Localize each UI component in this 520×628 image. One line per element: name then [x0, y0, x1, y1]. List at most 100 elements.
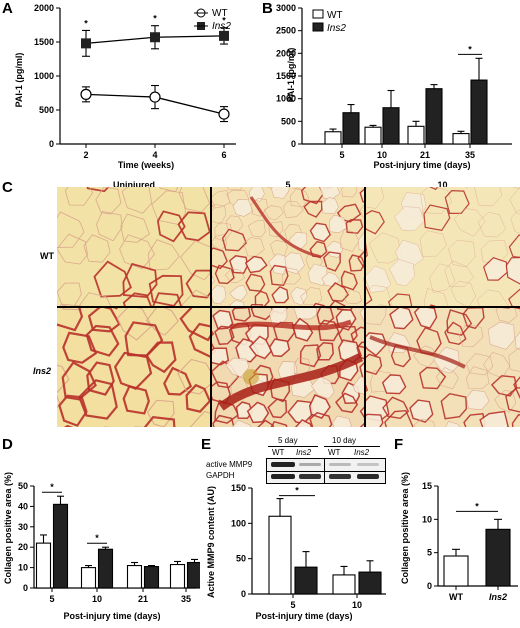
chart-b-ytick: 500	[281, 116, 296, 126]
bar-wt	[332, 574, 356, 595]
chart-b-xtick: 35	[465, 150, 475, 160]
chart-b-xtick: 5	[339, 150, 344, 160]
micrograph-wt-day5	[211, 187, 365, 307]
chart-d-ylabel: Collagen positive area (%)	[3, 472, 13, 584]
chart-e-xlabel: Post-injury time (days)	[255, 611, 352, 621]
bar-wt	[126, 565, 143, 589]
significance-star: *	[95, 533, 99, 543]
significance-star: *	[468, 44, 472, 54]
chart-d-ytick: 50	[18, 481, 28, 491]
chart-e-ytick: 100	[231, 518, 246, 528]
chart-d-xlabel: Post-injury time (days)	[63, 611, 160, 621]
chart-f-ytick: 15	[422, 481, 432, 491]
point-ins2	[219, 30, 229, 41]
point-wt	[80, 88, 92, 100]
chart-a-xtick: 2	[83, 150, 88, 160]
chart-d-ytick: 20	[18, 542, 28, 552]
bar-ins2	[97, 548, 114, 589]
blot-row-mmp9: active MMP9	[206, 460, 253, 469]
column-label-10: 10	[437, 180, 448, 190]
bar-ins2	[425, 88, 443, 145]
row-label-wt: WT	[40, 251, 54, 261]
blot-ins2-label-1: Ins2	[296, 448, 312, 457]
panel-label-d: D	[2, 436, 13, 453]
micrograph-grid	[57, 187, 520, 427]
chart-a-ytick: 1500	[34, 37, 54, 47]
legend-wt-label: WT	[212, 8, 228, 19]
chart-d: Collagen positive area (%) Post-injury t…	[3, 472, 200, 621]
panel-label-f: F	[394, 436, 404, 453]
chart-a-ytick: 0	[49, 139, 54, 149]
chart-e-ytick: 150	[231, 484, 246, 493]
chart-f-xtick: WT	[449, 592, 463, 602]
chart-b-ylabel: PAI-1 (pg/ml)	[286, 48, 296, 103]
micrograph-ins2-day5	[211, 307, 365, 427]
chart-a: PAI-1 (pg/ml) Time (weeks) 0 500 1000 1500 2…	[14, 3, 236, 170]
chart-a-xtick: 6	[221, 150, 226, 160]
chart-b-xtick: 21	[420, 150, 430, 160]
chart-d-ytick: 10	[18, 563, 28, 573]
chart-d-xtick: 21	[138, 594, 148, 604]
point-wt	[149, 91, 161, 103]
chart-b: PAI-1 (pg/ml) Post-injury time (days) 0 5…	[276, 3, 512, 170]
significance-star: *	[295, 486, 299, 496]
blot-day10-label: 10 day	[332, 436, 357, 445]
bar-ins2	[342, 112, 360, 145]
bar-ins2	[358, 571, 382, 595]
legend-ins2-marker	[312, 22, 324, 32]
chart-e: Active MMP9 content (AU) Post-injury tim…	[206, 484, 386, 621]
bar-wt	[324, 131, 342, 145]
significance-star: *	[475, 501, 479, 511]
chart-b-ytick: 1000	[276, 94, 296, 104]
bar-ins2	[186, 561, 200, 589]
chart-a-xtick: 4	[152, 150, 157, 160]
chart-d-xtick: 5	[49, 594, 54, 604]
bar-ins2	[294, 566, 318, 595]
blot-day5-label: 5 day	[278, 436, 298, 445]
chart-d-ytick: 0	[23, 583, 28, 593]
bar-wt	[452, 133, 470, 145]
chart-b-ytick: 2500	[276, 26, 296, 36]
row-label-ins2: Ins2	[33, 366, 52, 376]
legend-ins2-label: Ins2	[327, 23, 346, 34]
significance-star: *	[153, 14, 157, 24]
bar-wt	[169, 563, 186, 589]
blot-wt-label-1: WT	[272, 448, 285, 457]
significance-star: *	[84, 18, 88, 28]
chart-d-ytick: 40	[18, 501, 28, 511]
bar-wt	[443, 555, 469, 587]
chart-b-ytick: 2000	[276, 48, 296, 58]
legend-ins2-label: Ins2	[212, 21, 231, 32]
blot-ins2-label-2: Ins2	[354, 448, 370, 457]
column-label-uninjured: Uninjured	[113, 180, 155, 190]
bar-wt	[268, 515, 292, 595]
bar-ins2	[470, 79, 488, 145]
micrograph-ins2-day10	[365, 307, 520, 427]
bar-ins2	[485, 528, 511, 587]
legend-wt-label: WT	[327, 10, 343, 21]
chart-b-ytick: 0	[291, 139, 296, 149]
chart-a-ytick: 500	[39, 105, 54, 115]
panel-label-a: A	[2, 0, 13, 17]
chart-a-ylabel: PAI-1 (pg/ml)	[14, 53, 24, 108]
bar-wt	[364, 126, 382, 145]
chart-f-ytick: 5	[427, 548, 432, 558]
chart-e-xtick: 10	[352, 600, 362, 610]
bar-ins2	[52, 503, 69, 589]
panel-label-c: C	[2, 179, 13, 196]
blot-row-gapdh: GAPDH	[206, 471, 235, 480]
micrograph-ins2-uninjured	[57, 307, 211, 427]
point-ins2	[81, 38, 91, 49]
bar-wt	[407, 125, 425, 145]
point-wt	[218, 108, 230, 120]
chart-d-xtick: 10	[92, 594, 102, 604]
bar-wt	[35, 542, 52, 589]
chart-f-ylabel: Collagen positive area (%)	[400, 472, 410, 584]
blot-image	[266, 458, 386, 484]
micrograph-wt-uninjured	[57, 187, 211, 307]
micrograph-canvas	[57, 187, 520, 427]
point-ins2	[150, 32, 160, 43]
chart-f-xtick: Ins2	[489, 592, 507, 602]
chart-b-xtick: 10	[377, 150, 387, 160]
